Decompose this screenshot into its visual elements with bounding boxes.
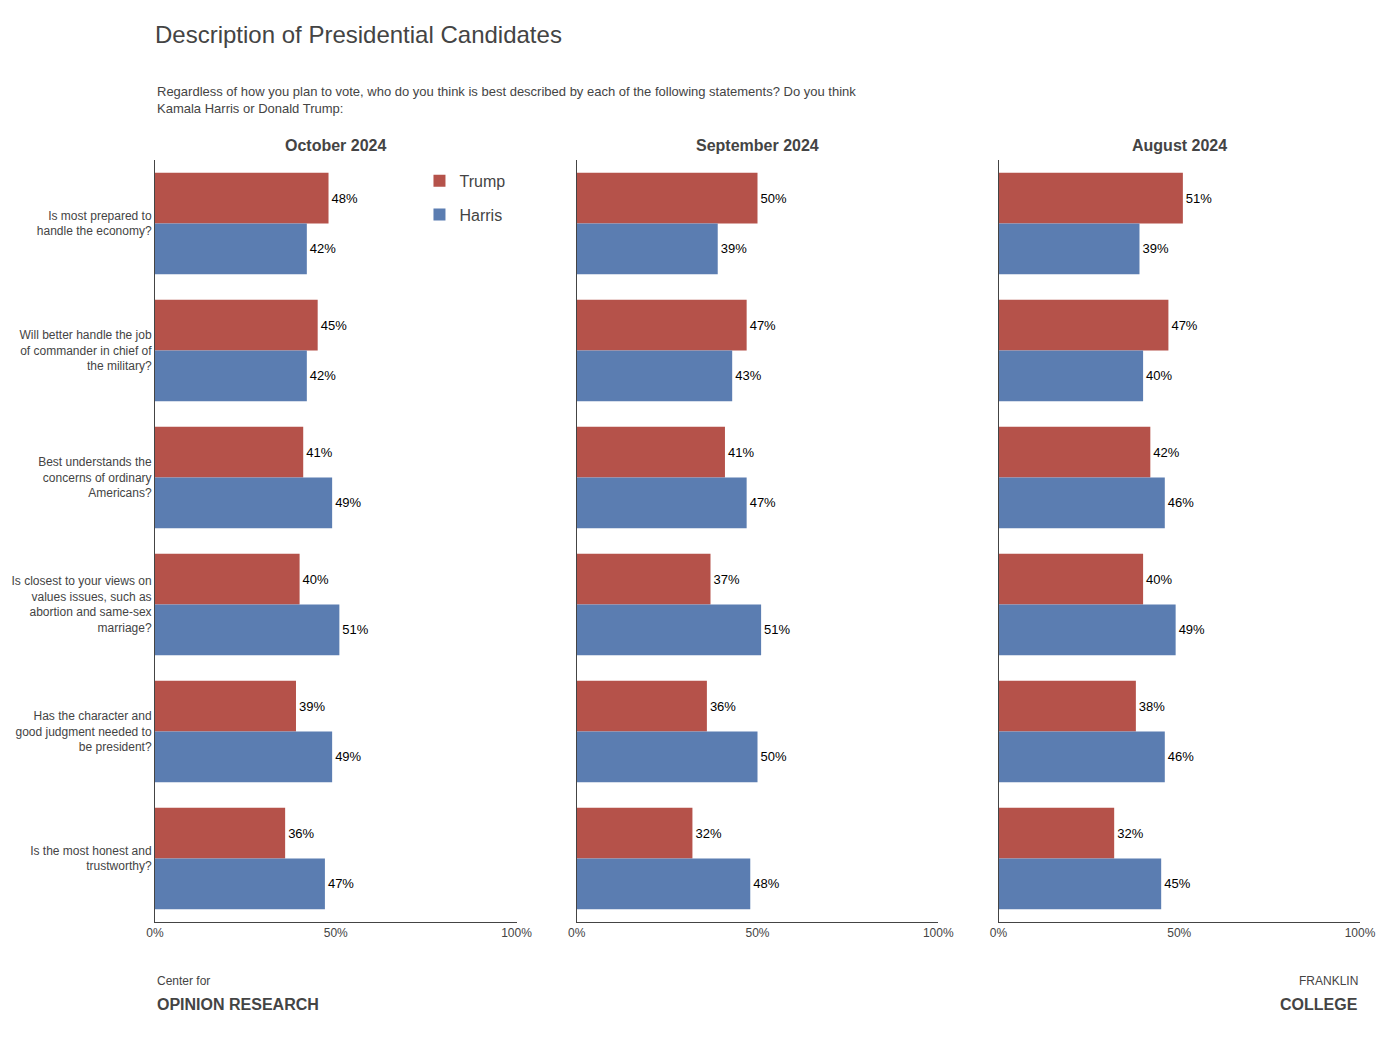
svg-text:39%: 39% (721, 241, 747, 256)
svg-text:Trump: Trump (459, 173, 505, 190)
svg-text:39%: 39% (1142, 241, 1168, 256)
svg-text:49%: 49% (1179, 622, 1205, 637)
svg-text:45%: 45% (1164, 876, 1190, 891)
svg-text:47%: 47% (750, 318, 776, 333)
svg-text:36%: 36% (288, 826, 314, 841)
svg-text:Will better handle the jobof c: Will better handle the jobof commander i… (20, 328, 153, 373)
svg-text:50%: 50% (761, 749, 787, 764)
svg-text:49%: 49% (335, 495, 361, 510)
svg-text:OPINION RESEARCH: OPINION RESEARCH (157, 996, 319, 1013)
svg-text:100%: 100% (1345, 926, 1376, 940)
svg-text:100%: 100% (923, 926, 954, 940)
svg-text:47%: 47% (1171, 318, 1197, 333)
svg-text:51%: 51% (342, 622, 368, 637)
svg-text:50%: 50% (745, 926, 769, 940)
svg-text:39%: 39% (299, 699, 325, 714)
svg-text:Regardless of how you plan to: Regardless of how you plan to vote, who … (157, 84, 856, 116)
svg-text:Is the most honest andtrustwor: Is the most honest andtrustworthy? (30, 844, 152, 874)
svg-text:50%: 50% (1167, 926, 1191, 940)
svg-text:32%: 32% (1117, 826, 1143, 841)
svg-text:47%: 47% (328, 876, 354, 891)
svg-text:Harris: Harris (459, 207, 502, 224)
svg-text:100%: 100% (501, 926, 532, 940)
svg-text:37%: 37% (714, 572, 740, 587)
svg-text:40%: 40% (1146, 572, 1172, 587)
svg-text:48%: 48% (753, 876, 779, 891)
svg-text:Has the character andgood judg: Has the character andgood judgment neede… (15, 709, 151, 754)
svg-text:42%: 42% (1153, 445, 1179, 460)
svg-text:49%: 49% (335, 749, 361, 764)
svg-text:October 2024: October 2024 (285, 137, 386, 154)
svg-text:45%: 45% (321, 318, 347, 333)
svg-text:0%: 0% (568, 926, 586, 940)
svg-text:40%: 40% (303, 572, 329, 587)
svg-text:50%: 50% (324, 926, 348, 940)
svg-text:August 2024: August 2024 (1132, 137, 1227, 154)
svg-text:46%: 46% (1168, 495, 1194, 510)
svg-text:50%: 50% (761, 191, 787, 206)
svg-text:41%: 41% (728, 445, 754, 460)
svg-text:Is closest to your views onval: Is closest to your views onvalues issues… (12, 574, 152, 635)
svg-text:Is most prepared tohandle the: Is most prepared tohandle the economy? (37, 209, 152, 239)
svg-text:48%: 48% (332, 191, 358, 206)
svg-text:Center for: Center for (157, 974, 210, 988)
svg-text:38%: 38% (1139, 699, 1165, 714)
svg-text:September 2024: September 2024 (696, 137, 819, 154)
svg-text:COLLEGE: COLLEGE (1280, 996, 1358, 1013)
svg-text:47%: 47% (750, 495, 776, 510)
svg-text:42%: 42% (310, 368, 336, 383)
svg-text:0%: 0% (146, 926, 164, 940)
svg-text:36%: 36% (710, 699, 736, 714)
svg-text:51%: 51% (1186, 191, 1212, 206)
svg-text:46%: 46% (1168, 749, 1194, 764)
svg-text:41%: 41% (306, 445, 332, 460)
svg-text:0%: 0% (990, 926, 1008, 940)
svg-text:43%: 43% (735, 368, 761, 383)
svg-text:Description of Presidential Ca: Description of Presidential Candidates (155, 21, 562, 48)
svg-text:51%: 51% (764, 622, 790, 637)
svg-text:40%: 40% (1146, 368, 1172, 383)
svg-text:FRANKLIN: FRANKLIN (1299, 974, 1358, 988)
svg-text:42%: 42% (310, 241, 336, 256)
svg-text:32%: 32% (695, 826, 721, 841)
svg-text:Best understands theconcerns o: Best understands theconcerns of ordinary… (38, 455, 152, 500)
